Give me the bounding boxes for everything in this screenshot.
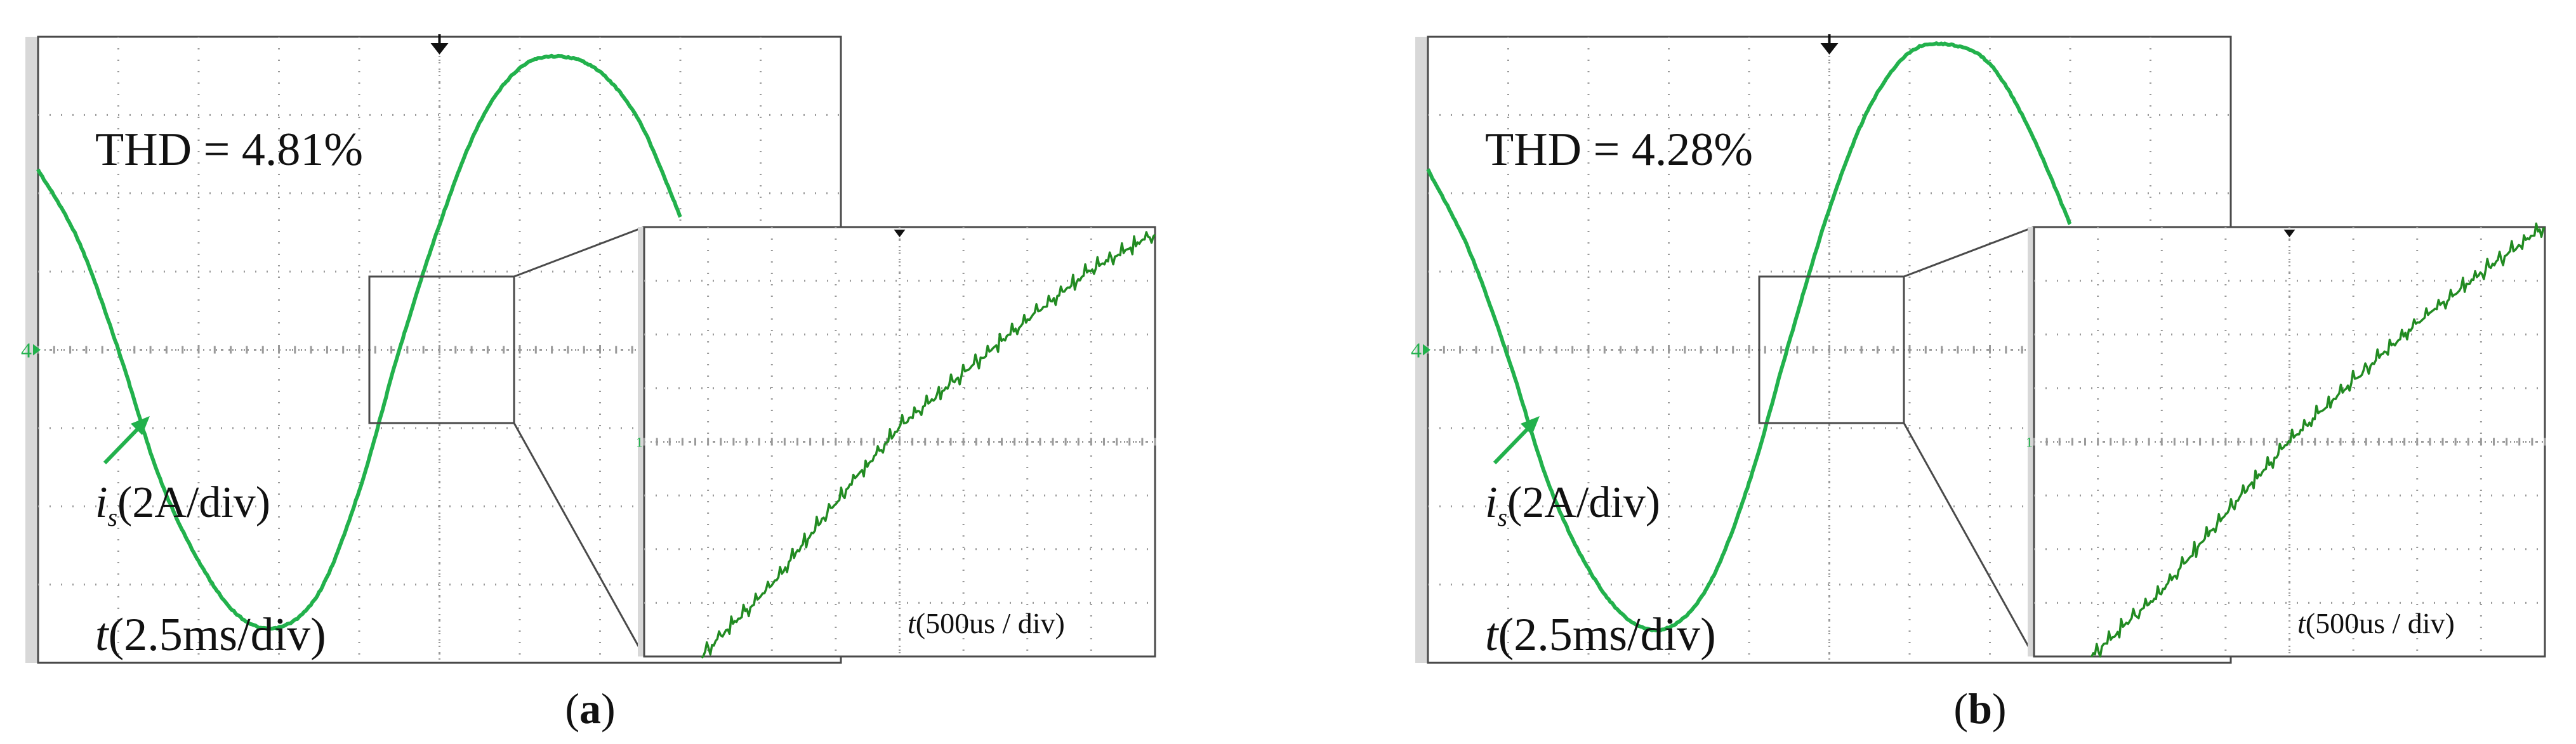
zoom-left-bar [638, 227, 644, 656]
time-scale: (2.5ms/div) [109, 609, 326, 661]
zoom-trigger-marker-icon [2283, 230, 2295, 237]
zoom-time-symbol: t [2297, 607, 2306, 639]
signal-arrow-head-icon [1521, 416, 1540, 435]
main-trace [36, 53, 682, 631]
panel-caption: (a) [565, 684, 615, 733]
time-symbol: t [95, 609, 110, 661]
panel-caption-close: ) [1992, 684, 2007, 733]
panel-caption-open: ( [565, 684, 579, 733]
channel-marker: 4 [21, 339, 32, 363]
panel-caption-open: ( [1953, 684, 1968, 733]
main-trace [1426, 41, 2072, 632]
signal-subscript: s [1497, 503, 1507, 532]
signal-arrow-shaft [1493, 422, 1535, 465]
time-symbol: t [1485, 609, 1500, 661]
signal-scale: (2A/div) [117, 478, 270, 527]
signal-arrow-shaft [103, 422, 145, 465]
signal-subscript: s [107, 503, 117, 532]
zoom-time-label: t(500us / div) [908, 607, 1065, 639]
zoom-time-symbol: t [908, 607, 916, 639]
zoom-time-scale: (500us / div) [2306, 607, 2455, 639]
zoom-connector-bottom [1903, 422, 2035, 657]
thd-label: THD = 4.28% [1485, 124, 1753, 176]
zoom-channel-marker: 1 [636, 434, 643, 450]
zoom-trigger-marker-icon [894, 230, 906, 237]
signal-arrow-head-icon [131, 416, 150, 435]
signal-symbol: i [1485, 478, 1497, 527]
signal-label: is(2A/div) [1485, 478, 1660, 532]
zoom-time-label: t(500us / div) [2297, 607, 2455, 639]
zoom-trace [701, 231, 1156, 659]
panel-caption-letter: a [579, 684, 601, 733]
zoom-channel-marker: 1 [2026, 434, 2033, 450]
channel-marker-arrow-icon [1423, 344, 1430, 356]
panel-caption: (b) [1953, 684, 2006, 733]
trigger-marker-icon [430, 43, 449, 55]
zoom-connector-top [513, 226, 645, 278]
trigger-marker-icon [1820, 43, 1839, 55]
zoom-connector-top [1903, 226, 2035, 278]
zoom-time-scale: (500us / div) [916, 607, 1065, 639]
panel-caption-close: ) [601, 684, 616, 733]
zoom-connector-bottom [513, 422, 645, 657]
zoom-region-box [368, 275, 515, 424]
channel-marker: 4 [1411, 339, 1422, 363]
time-label: t(2.5ms/div) [95, 609, 326, 661]
channel-marker-arrow-icon [33, 344, 41, 356]
zoom-trace [2090, 222, 2545, 658]
time-label: t(2.5ms/div) [1485, 609, 1716, 661]
thd-label: THD = 4.81% [95, 124, 363, 176]
scope-left-bar [25, 37, 38, 663]
zoom-left-bar [2028, 227, 2034, 656]
zoom-region-box [1758, 275, 1905, 424]
time-scale: (2.5ms/div) [1498, 609, 1716, 661]
panel-caption-letter: b [1968, 684, 1992, 733]
scope-left-bar [1415, 37, 1428, 663]
signal-scale: (2A/div) [1507, 478, 1660, 527]
signal-label: is(2A/div) [95, 478, 270, 532]
signal-symbol: i [95, 478, 107, 527]
